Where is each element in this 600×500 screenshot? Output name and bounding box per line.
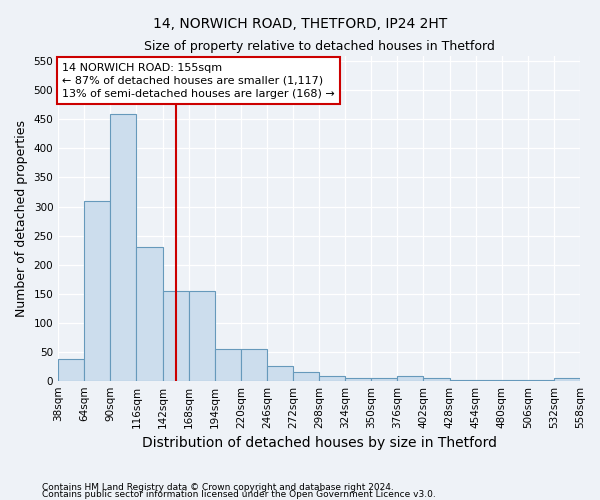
Bar: [163, 290, 188, 380]
Text: 14, NORWICH ROAD, THETFORD, IP24 2HT: 14, NORWICH ROAD, THETFORD, IP24 2HT: [153, 18, 447, 32]
Text: Contains public sector information licensed under the Open Government Licence v3: Contains public sector information licen…: [42, 490, 436, 499]
Title: Size of property relative to detached houses in Thetford: Size of property relative to detached ho…: [143, 40, 494, 53]
X-axis label: Distribution of detached houses by size in Thetford: Distribution of detached houses by size …: [142, 436, 497, 450]
Bar: [293, 372, 319, 380]
Bar: [267, 366, 293, 380]
Bar: [397, 376, 424, 380]
Bar: [84, 200, 110, 380]
Bar: [345, 378, 371, 380]
Text: Contains HM Land Registry data © Crown copyright and database right 2024.: Contains HM Land Registry data © Crown c…: [42, 484, 394, 492]
Y-axis label: Number of detached properties: Number of detached properties: [15, 120, 28, 316]
Bar: [58, 358, 84, 380]
Bar: [110, 114, 136, 380]
Bar: [554, 378, 580, 380]
Bar: [215, 348, 241, 380]
Text: 14 NORWICH ROAD: 155sqm
← 87% of detached houses are smaller (1,117)
13% of semi: 14 NORWICH ROAD: 155sqm ← 87% of detache…: [62, 62, 335, 99]
Bar: [241, 348, 267, 380]
Bar: [319, 376, 345, 380]
Bar: [371, 378, 397, 380]
Bar: [424, 378, 449, 380]
Bar: [188, 290, 215, 380]
Bar: [136, 247, 163, 380]
